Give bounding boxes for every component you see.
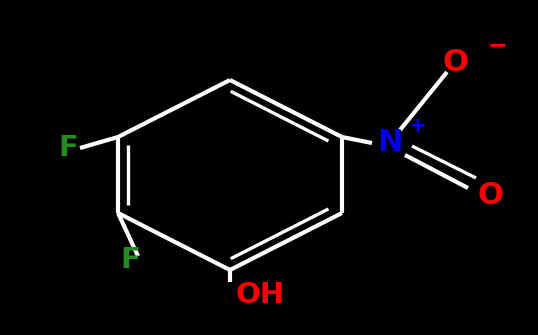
Text: +: + [409,116,427,136]
Text: O: O [442,48,468,76]
Text: O: O [477,181,503,209]
Text: N: N [377,128,402,156]
Text: −: − [487,33,507,57]
Text: F: F [58,134,78,162]
Text: F: F [120,246,140,274]
Text: OH: OH [236,281,285,309]
